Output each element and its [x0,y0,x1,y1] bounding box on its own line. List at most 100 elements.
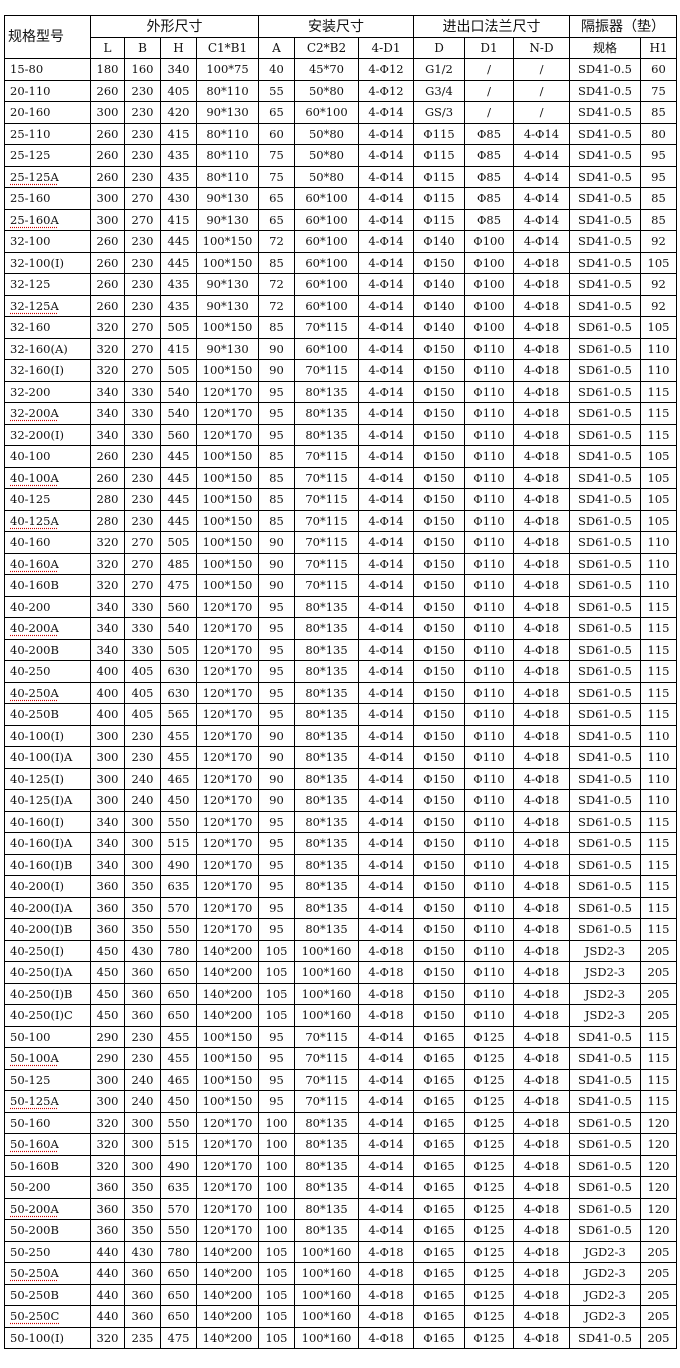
table-cell: 50*80 [294,79,359,102]
table-cell: Φ150 [413,918,465,941]
table-cell: 90*130 [196,273,259,296]
table-cell: SD61-0.5 [569,1219,641,1242]
table-cell: 205 [640,1004,677,1027]
table-cell: 70*115 [294,466,359,489]
table-cell: 230 [124,466,161,489]
model-name: 40-100(I) [10,728,64,743]
table-cell: SD41-0.5 [569,488,641,511]
table-row: 50-160A 320 300 515 120*170 100 80*135 4-Φ14 Φ16… [4,1133,677,1156]
model-name: 40-125(I)A [10,793,73,808]
table-cell: 120*170 [196,380,259,403]
table-cell: 280 [90,509,125,532]
table-cell: 120 [640,1197,677,1220]
table-cell: 270 [124,359,161,382]
table-cell: Φ115 [413,187,465,210]
table-cell: 140*200 [196,939,259,962]
model-cell: 32-200A [4,402,91,425]
table-row: 40-250(I)C 450 360 650 140*200 105 100*160 4-Φ1… [4,1004,677,1027]
table-cell: Φ110 [464,681,514,704]
table-cell: 360 [90,1176,125,1199]
table-cell: 115 [640,1068,677,1091]
table-cell: Φ110 [464,574,514,597]
model-name: 40-125A [10,513,59,528]
table-cell: 515 [160,832,197,855]
model-name: 20-110 [10,83,51,98]
table-cell: 4-Φ14 [358,660,414,683]
table-cell: 260 [90,466,125,489]
table-cell: 300 [124,1133,161,1156]
table-cell: 80*135 [294,1219,359,1242]
table-cell: 120*170 [196,617,259,640]
table-cell: 4-Φ14 [358,359,414,382]
table-cell: 100*160 [294,1004,359,1027]
table-cell: JGD2-3 [569,1305,641,1328]
table-cell: 320 [90,359,125,382]
model-cell: 40-100A [4,466,91,489]
table-cell: 260 [90,79,125,102]
table-cell: 435 [160,273,197,296]
model-cell: 40-100 [4,445,91,468]
table-cell: 4-Φ18 [513,660,570,683]
table-cell: SD61-0.5 [569,380,641,403]
table-cell: 240 [124,1068,161,1091]
table-row: 40-160A 320 270 485 100*150 90 70*115 4-Φ14 Φ150… [4,552,677,575]
model-cell: 40-160(I)A [4,832,91,855]
table-cell: 80*135 [294,1111,359,1134]
table-cell: 205 [640,961,677,984]
model-cell: 25-110 [4,122,91,145]
table-cell: 445 [160,466,197,489]
table-cell: 105 [258,1305,295,1328]
table-cell: 60*100 [294,230,359,253]
table-cell: 100*160 [294,982,359,1005]
table-cell: 400 [90,660,125,683]
model-name: 32-100(I) [10,255,64,270]
table-cell: 360 [124,1283,161,1306]
table-cell: SD61-0.5 [569,402,641,425]
table-cell: SD61-0.5 [569,617,641,640]
table-cell: 300 [124,810,161,833]
model-cell: 40-200(I) [4,875,91,898]
table-cell: 260 [90,144,125,167]
table-cell: 120*170 [196,789,259,812]
table-cell: 100*150 [196,316,259,339]
table-row: 32-200(I) 340 330 560 120*170 95 80*135 4-Φ14 Φ1… [4,423,677,446]
model-name: 32-200A [10,406,59,421]
table-cell: Φ150 [413,595,465,618]
table-body: 15-80 180 160 340 100*75 40 45*70 4-Φ12 G1/2// SD… [4,58,677,1349]
model-cell: 25-125 [4,144,91,167]
table-cell: SD41-0.5 [569,208,641,231]
table-cell: 95 [258,380,295,403]
header-flange-dimensions: 进出口法兰尺寸 [413,15,570,38]
table-cell: 110 [640,359,677,382]
table-cell: Φ150 [413,810,465,833]
table-cell: 360 [90,875,125,898]
table-cell: 430 [124,1240,161,1263]
table-cell: 4-Φ18 [513,574,570,597]
table-cell: 95 [258,1090,295,1113]
model-cell: 40-200 [4,595,91,618]
table-cell: 780 [160,1240,197,1263]
table-cell: 105 [258,939,295,962]
table-cell: G1/2 [413,58,465,81]
table-row: 40-100(I)A 300 230 455 120*170 90 80*135 4-Φ14 Φ… [4,746,677,769]
table-cell: 115 [640,660,677,683]
table-cell: 110 [640,552,677,575]
model-cell: 50-200A [4,1197,91,1220]
column-header: 4-D1 [358,37,414,59]
model-cell: 32-125 [4,273,91,296]
table-cell: 405 [160,79,197,102]
table-cell: 95 [258,832,295,855]
table-cell: 475 [160,574,197,597]
table-cell: Φ110 [464,445,514,468]
table-cell: 100*150 [196,1025,259,1048]
table-cell: / [464,101,514,124]
table-cell: 105 [640,488,677,511]
model-name: 50-125A [10,1094,59,1109]
model-name: 40-250(I) [10,943,64,958]
model-cell: 20-110 [4,79,91,102]
table-cell: 4-Φ18 [513,294,570,317]
table-cell: SD61-0.5 [569,638,641,661]
model-cell: 40-125A [4,509,91,532]
table-cell: 4-Φ18 [513,466,570,489]
table-cell: 110 [640,767,677,790]
